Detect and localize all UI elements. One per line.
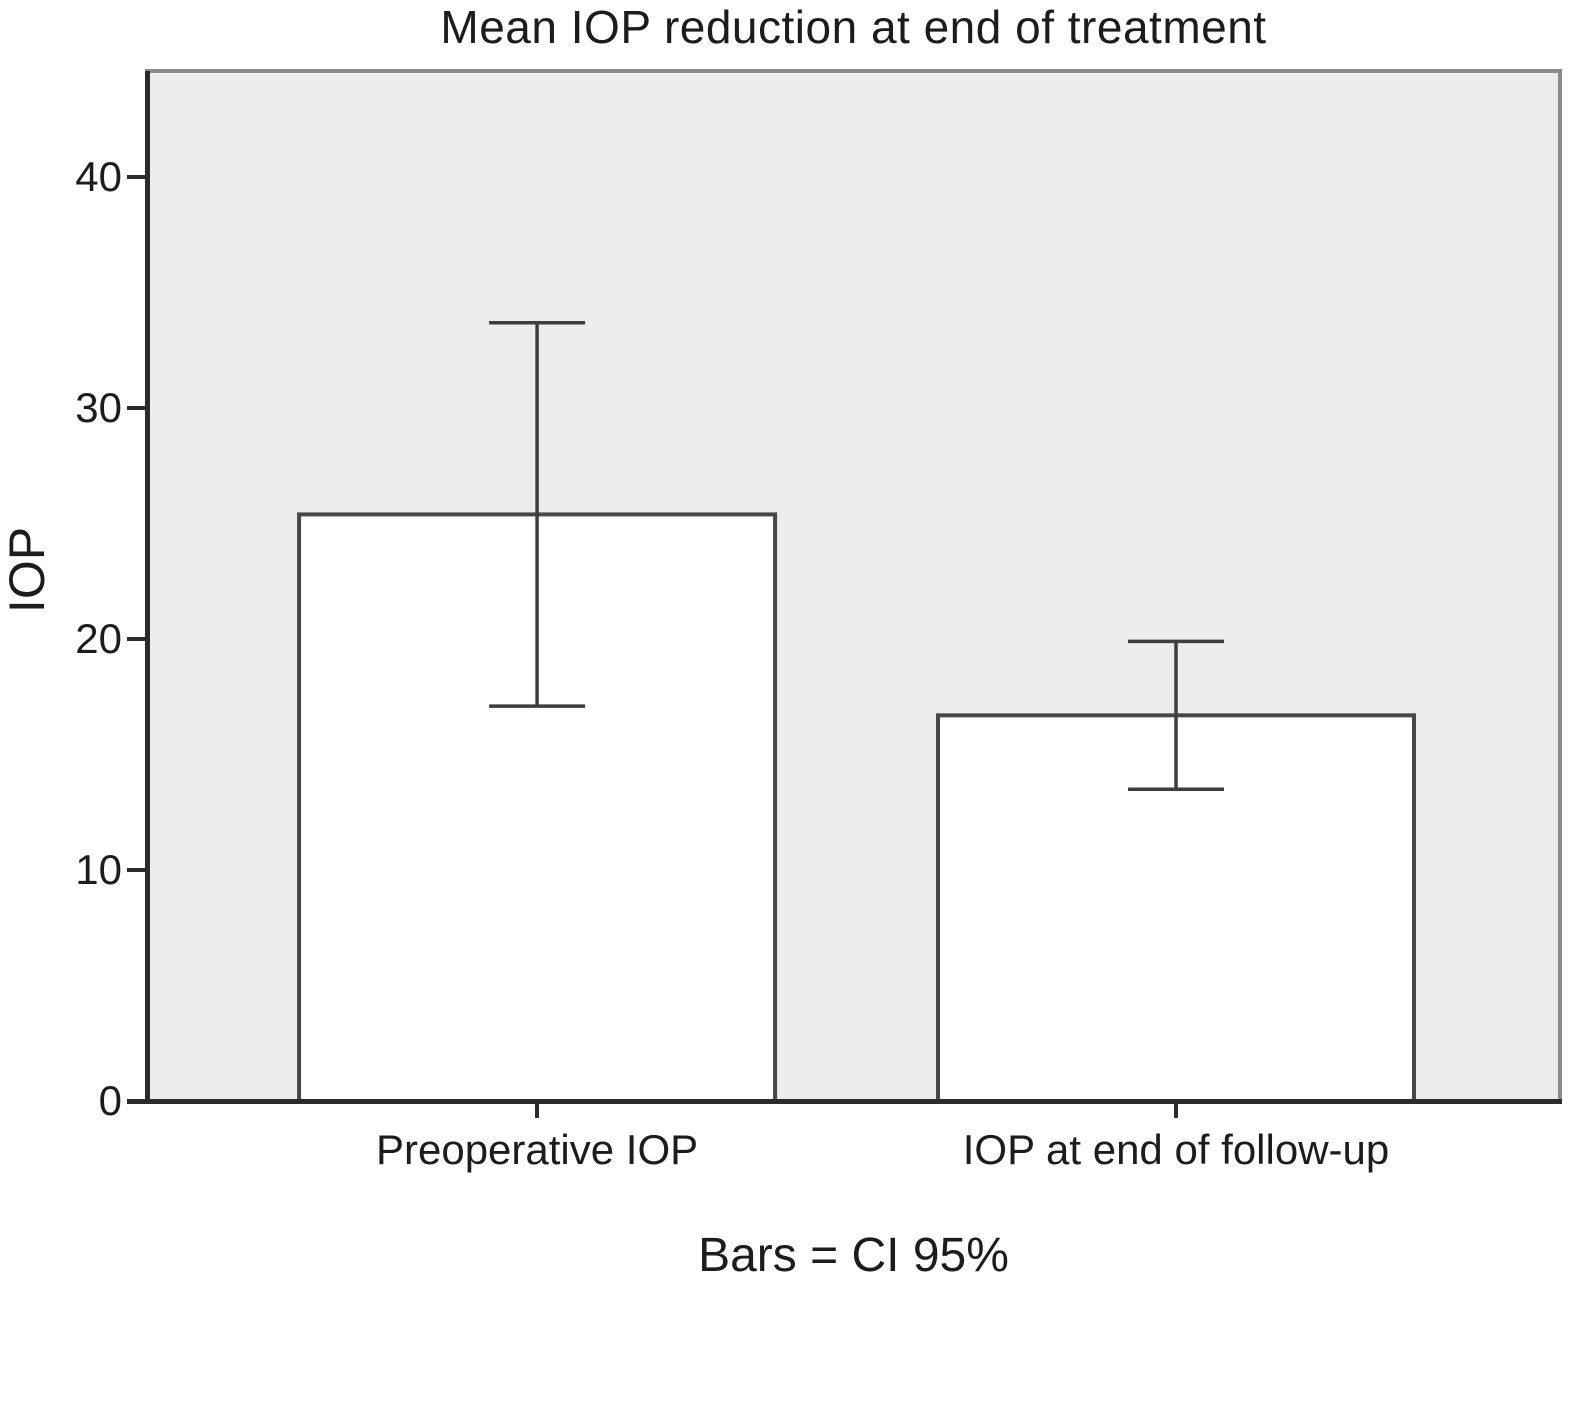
bars-layer (297, 320, 1417, 1101)
x-category-label-2: IOP at end of follow-up (962, 1126, 1390, 1173)
y-tick-label-0: 0 (98, 1077, 122, 1124)
y-tick-label-40: 40 (75, 153, 122, 201)
y-tick-30 (127, 406, 145, 411)
y-tick-20 (127, 637, 145, 642)
y-tick-10 (127, 868, 145, 873)
x-axis-line (127, 1099, 1562, 1104)
x-tick-1 (535, 1101, 540, 1118)
x-tick-2 (1174, 1101, 1178, 1118)
y-axis-label: IOP (0, 526, 55, 614)
y-tick-0 (127, 1099, 145, 1103)
y-tick-label-30: 30 (75, 384, 122, 432)
error-bar-caption: Bars = CI 95% (698, 1229, 1009, 1282)
x-category-label-1: Preoperative IOP (375, 1126, 699, 1173)
y-tick-label-20: 20 (75, 615, 122, 663)
y-axis-line (145, 71, 150, 1101)
y-tick-label-10: 10 (75, 846, 122, 894)
y-tick-40 (127, 175, 145, 180)
chart-title: Mean IOP reduction at end of treatment (440, 1, 1267, 53)
plot-frame-top (145, 69, 1562, 73)
plot-frame-right (1558, 69, 1562, 1101)
